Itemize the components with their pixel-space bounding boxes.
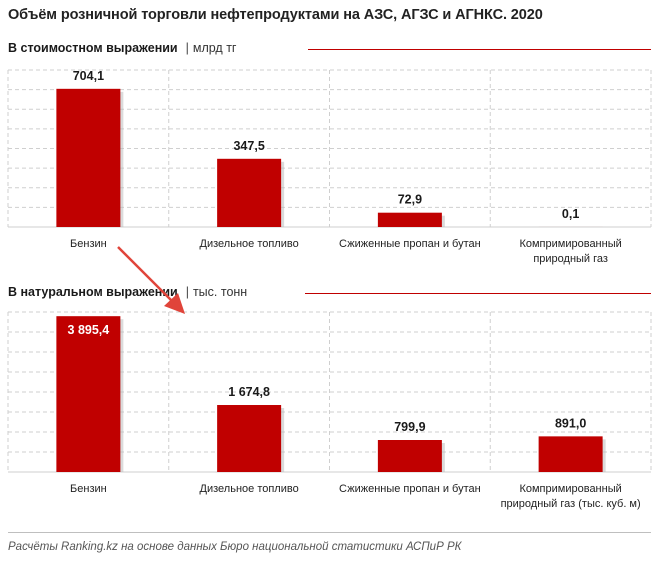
bar-3	[377, 212, 442, 227]
section-title-volume: В натуральном выражении | тыс. тонн	[8, 285, 247, 299]
bar-1	[56, 316, 121, 472]
value-label: 347,5	[233, 139, 264, 153]
section-volume-unit: тыс. тонн	[192, 285, 248, 299]
bar-2	[217, 405, 282, 472]
value-label: 0,1	[562, 207, 579, 221]
category-label: Сжиженные пропан и бутан	[339, 483, 481, 495]
value-label: 3 895,4	[68, 323, 110, 337]
value-label: 1 674,8	[228, 385, 270, 399]
category-label: Бензин	[70, 238, 107, 250]
section-volume-label: В натуральном выражении	[8, 285, 178, 299]
footnote: Расчёты Ranking.kz на основе данных Бюро…	[8, 541, 462, 553]
category-label: Бензин	[70, 483, 107, 495]
section-volume-rule	[305, 293, 651, 294]
category-label: природный газ	[533, 253, 608, 265]
section-volume-separator: |	[185, 285, 189, 299]
section-value-rule	[308, 49, 651, 50]
bar-2	[217, 158, 282, 227]
bar-chart-volume: 3 895,4 Бензин 1 674,8 Дизельное топливо 799…	[7, 311, 652, 510]
bar-4	[538, 436, 603, 472]
category-label: Дизельное топливо	[200, 238, 299, 250]
section-value-unit: млрд тг	[192, 41, 237, 55]
bar-3	[377, 440, 442, 472]
value-label: 72,9	[398, 193, 422, 207]
section-value-separator: |	[185, 41, 189, 55]
section-value-label: В стоимостном выражении	[8, 41, 178, 55]
bar-chart-value: 704,1 Бензин 347,5 Дизельное топливо 72,9 Сжи…	[7, 69, 652, 265]
footer-divider	[8, 532, 651, 533]
category-label: природный газ (тыс. куб. м)	[501, 498, 641, 510]
category-label: Компримированный	[519, 238, 621, 250]
section-title-value: В стоимостном выражении | млрд тг	[8, 41, 236, 55]
value-label: 704,1	[73, 69, 104, 83]
value-label: 799,9	[394, 420, 425, 434]
bar-1	[56, 88, 121, 227]
chart-main-title: Объём розничной торговли нефтепродуктами…	[8, 7, 543, 23]
category-label: Компримированный	[519, 483, 621, 495]
category-label: Сжиженные пропан и бутан	[339, 238, 481, 250]
category-label: Дизельное топливо	[200, 483, 299, 495]
value-label: 891,0	[555, 416, 586, 430]
